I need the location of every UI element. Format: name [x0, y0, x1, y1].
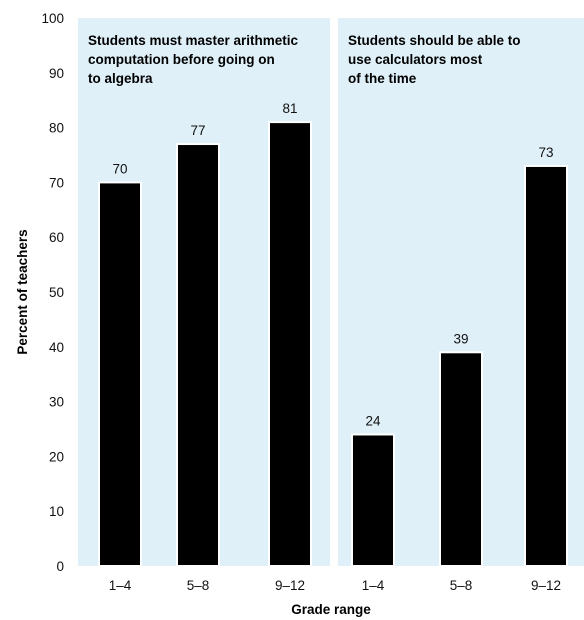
y-tick-label: 70 [49, 175, 64, 190]
bar [268, 121, 312, 568]
bar [176, 143, 220, 567]
y-axis-title: Percent of teachers [15, 229, 30, 354]
panel-title-line: Students should be able to [348, 33, 521, 48]
y-axis: 0 10 20 30 40 50 60 70 80 90 100 [41, 11, 64, 574]
bar-value-label: 39 [453, 331, 468, 346]
x-tick-label: 1–4 [109, 578, 132, 593]
y-tick-label: 30 [49, 395, 64, 410]
y-tick-label: 90 [49, 66, 64, 81]
x-tick-label: 9–12 [531, 578, 561, 593]
panel-title-line: Students must master arithmetic [88, 33, 299, 48]
y-tick-label: 40 [49, 340, 64, 355]
y-tick-label: 60 [49, 230, 64, 245]
bar [524, 164, 568, 568]
x-tick-label: 9–12 [275, 578, 305, 593]
bar [351, 433, 395, 568]
bar-value-label: 77 [190, 123, 205, 138]
y-tick-label: 100 [41, 11, 64, 26]
bar-value-label: 73 [538, 145, 553, 160]
y-tick-label: 50 [49, 285, 64, 300]
y-tick-label: 10 [49, 504, 64, 519]
panel-title-line: to algebra [88, 71, 153, 86]
x-tick-label: 5–8 [450, 578, 473, 593]
x-axis-title: Grade range [291, 602, 371, 617]
bar-value-label: 24 [365, 413, 381, 428]
chart-panel-2: Students should be able to use calculator… [338, 18, 584, 593]
y-tick-label: 20 [49, 449, 64, 464]
panel-title-line: of the time [348, 71, 417, 86]
bar [98, 181, 142, 567]
bar-value-label: 70 [112, 161, 127, 176]
x-tick-label: 5–8 [187, 578, 210, 593]
bar [439, 351, 483, 567]
panel-title-line: use calculators most [348, 52, 483, 67]
panel-title-line: computation before going on [88, 52, 275, 67]
y-tick-label: 80 [49, 121, 64, 136]
panels-layer: Students must master arithmetic computati… [78, 18, 584, 593]
y-tick-label: 0 [56, 559, 64, 574]
x-tick-label: 1–4 [362, 578, 385, 593]
bar-value-label: 81 [282, 101, 297, 116]
chart-panel-1: Students must master arithmetic computati… [78, 18, 330, 593]
